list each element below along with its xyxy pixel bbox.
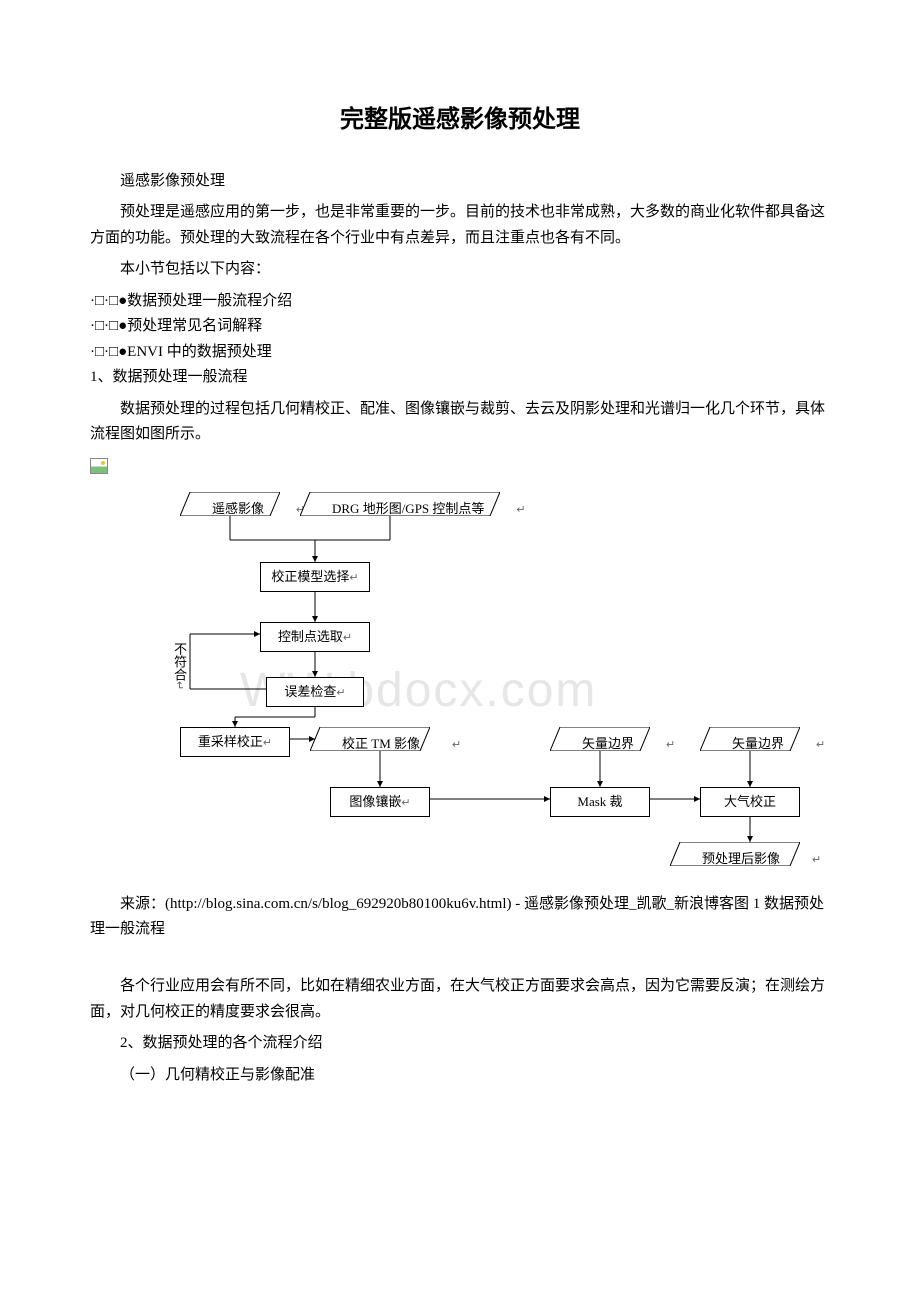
- heading-2: 2、数据预处理的各个流程介绍: [90, 1031, 830, 1057]
- node-err: 误差检查↵: [266, 677, 364, 707]
- page-title: 完整版遥感影像预处理: [90, 100, 830, 141]
- paragraph-industries: 各个行业应用会有所不同，比如在精细农业方面，在大气校正方面要求会高点，因为它需要…: [90, 974, 830, 1025]
- node-resample: 重采样校正↵: [180, 727, 290, 757]
- node-atm: 大气校正: [700, 787, 800, 817]
- bullet-item-1: ·□·□●数据预处理一般流程介绍: [90, 289, 830, 315]
- paragraph-intro: 预处理是遥感应用的第一步，也是非常重要的一步。目前的技术也非常成熟，大多数的商业…: [90, 200, 830, 251]
- heading-1: 1、数据预处理一般流程: [90, 365, 830, 391]
- node-mosaic: 图像镶嵌↵: [330, 787, 430, 817]
- source-line: 来源：(http://blog.sina.com.cn/s/blog_69292…: [90, 892, 830, 943]
- document-content: 完整版遥感影像预处理 遥感影像预处理 预处理是遥感应用的第一步，也是非常重要的一…: [90, 100, 830, 1088]
- subtitle: 遥感影像预处理: [90, 169, 830, 195]
- bullet-item-3: ·□·□●ENVI 中的数据预处理: [90, 340, 830, 366]
- feedback-label: 不符合↵: [168, 642, 190, 690]
- node-vec2: 矢量边界↵: [700, 727, 800, 751]
- node-tm: 校正 TM 影像↵: [310, 727, 430, 751]
- node-model: 校正模型选择↵: [260, 562, 370, 592]
- bullet-item-2: ·□·□●预处理常见名词解释: [90, 314, 830, 340]
- node-input-drg: DRG 地形图/GPS 控制点等↵: [300, 492, 500, 516]
- node-mask: Mask 裁: [550, 787, 650, 817]
- paragraph-section-intro: 本小节包括以下内容：: [90, 257, 830, 283]
- node-output: 预处理后影像↵: [670, 842, 800, 866]
- node-input-rs: 遥感影像↵: [180, 492, 280, 516]
- broken-image-icon: [90, 458, 108, 474]
- node-vec1: 矢量边界↵: [550, 727, 650, 751]
- node-ctrl: 控制点选取↵: [260, 622, 370, 652]
- flowchart: 遥感影像↵ DRG 地形图/GPS 控制点等↵ 校正模型选择↵ 控制点选取↵ 误…: [90, 492, 830, 872]
- heading-3: （一）几何精校正与影像配准: [90, 1063, 830, 1089]
- paragraph-process: 数据预处理的过程包括几何精校正、配准、图像镶嵌与裁剪、去云及阴影处理和光谱归一化…: [90, 397, 830, 448]
